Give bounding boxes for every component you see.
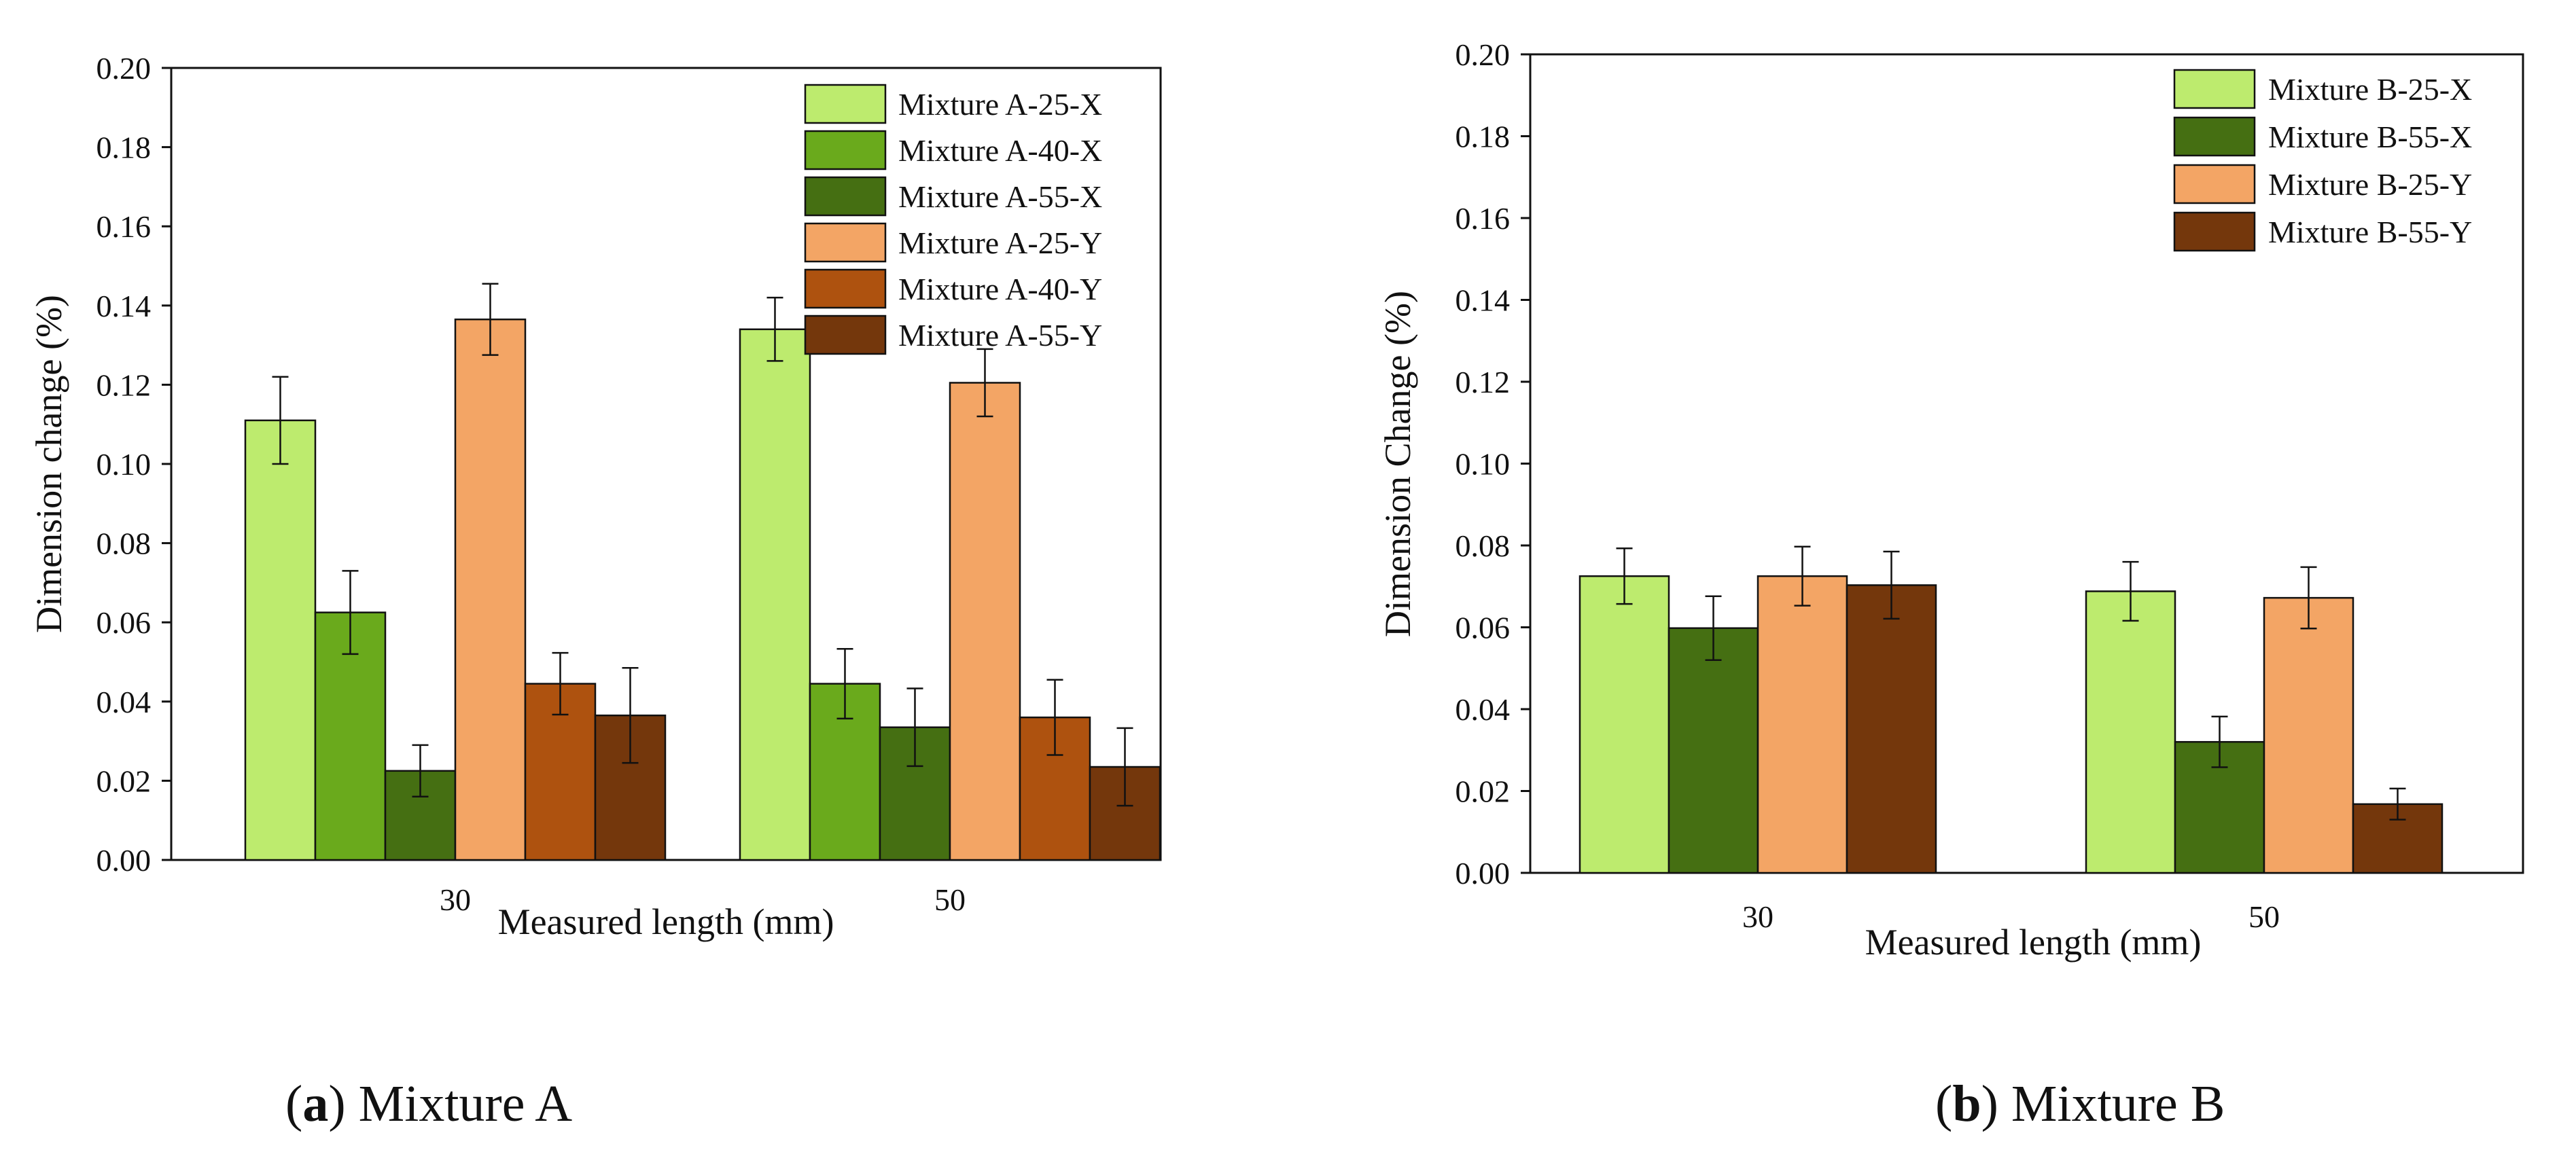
y-tick-label: 0.18 xyxy=(96,130,152,165)
caption-paren-close: ) xyxy=(1981,1075,2011,1132)
error-bar xyxy=(2122,560,2139,622)
caption-text: Mixture B xyxy=(2011,1075,2225,1132)
legend-label: Mixture B-55-X xyxy=(2268,120,2472,154)
y-tick-label: 0.02 xyxy=(96,763,152,798)
error-bar xyxy=(1046,679,1063,756)
caption-paren-close: ) xyxy=(328,1075,358,1132)
bar-mixture-b-55-x-30 xyxy=(1668,627,1759,874)
y-tick-label: 0.06 xyxy=(1455,611,1511,645)
error-bar xyxy=(272,376,289,465)
y-tick-label: 0.02 xyxy=(1455,774,1511,809)
error-bar xyxy=(1883,550,1900,620)
y-axis-title: Dimension change (%) xyxy=(29,295,69,633)
y-tick-label: 0.16 xyxy=(1455,201,1511,236)
caption-text: Mixture A xyxy=(359,1075,573,1132)
bar-mixture-b-55-y-30 xyxy=(1846,584,1937,874)
y-tick-label: 0.20 xyxy=(1455,37,1511,72)
caption-paren-open: ( xyxy=(285,1075,302,1132)
y-tick-label: 0.06 xyxy=(96,605,152,640)
legend: Mixture A-25-X Mixture A-40-X Mixture A-55… xyxy=(804,84,1102,355)
bar-mixture-b-25-y-30 xyxy=(1757,575,1848,874)
y-tick-label: 0.00 xyxy=(96,843,152,878)
legend-swatch xyxy=(2173,69,2256,109)
figure-caption: (b) Mixture B xyxy=(1935,1075,2225,1132)
legend-label: Mixture A-55-X xyxy=(898,179,1102,214)
y-tick-label: 0.16 xyxy=(96,209,152,244)
x-axis-title: Measured length (mm) xyxy=(498,901,834,942)
bar-mixture-a-25-x-50 xyxy=(739,328,811,861)
legend-label: Mixture A-40-Y xyxy=(898,272,1102,306)
y-tick-label: 0.12 xyxy=(96,367,152,402)
bar-mixture-a-25-y-50 xyxy=(949,382,1021,861)
x-axis-title: Measured length (mm) xyxy=(1865,922,2202,963)
x-tick-label: 30 xyxy=(1742,899,1774,934)
error-bar xyxy=(1116,727,1133,807)
legend-swatch xyxy=(804,176,887,217)
error-bar xyxy=(1616,547,1633,605)
y-axis-title: Dimension Change (%) xyxy=(1377,291,1418,637)
legend-swatch xyxy=(2173,116,2256,157)
y-tick-label: 0.20 xyxy=(96,51,152,86)
error-bar xyxy=(906,687,923,768)
error-bar xyxy=(1705,595,1722,661)
y-tick-label: 0.04 xyxy=(1455,692,1511,727)
error-bar xyxy=(482,283,499,356)
legend-label: Mixture B-55-Y xyxy=(2268,215,2472,249)
error-bar xyxy=(342,570,359,655)
bar-mixture-b-25-x-50 xyxy=(2085,590,2176,874)
y-tick-label: 0.14 xyxy=(96,289,152,323)
y-tick-label: 0.12 xyxy=(1455,365,1511,399)
error-bar xyxy=(836,648,853,720)
y-tick-label: 0.10 xyxy=(96,447,152,482)
y-tick-label: 0.08 xyxy=(96,526,152,561)
error-bar xyxy=(2211,715,2228,768)
error-bar xyxy=(412,744,429,797)
legend-swatch xyxy=(804,84,887,124)
bar-mixture-a-25-y-30 xyxy=(454,318,527,861)
error-bar xyxy=(766,296,783,362)
legend-label: Mixture A-55-Y xyxy=(898,318,1102,353)
chart-mixture-a: 0.00 0.02 0.04 0.06 0.08 0.10 0.12 0.14 0.16 0.18… xyxy=(29,51,1162,1132)
y-tick-label: 0.10 xyxy=(1455,447,1511,482)
legend-label: Mixture B-25-X xyxy=(2268,72,2472,107)
error-bar xyxy=(552,651,569,716)
y-tick-label: 0.18 xyxy=(1455,120,1511,154)
error-bar xyxy=(622,666,639,764)
legend-swatch xyxy=(804,315,887,355)
legend: Mixture B-25-X Mixture B-55-X Mixture B-25… xyxy=(2173,69,2472,252)
error-bar xyxy=(2389,787,2406,821)
caption-letter: b xyxy=(1952,1075,1981,1132)
bar-mixture-b-25-y-50 xyxy=(2263,596,2354,874)
legend-swatch xyxy=(2173,164,2256,204)
bar-mixture-a-55-x-50 xyxy=(879,726,951,861)
legend-label: Mixture A-40-X xyxy=(898,133,1102,168)
caption-paren-open: ( xyxy=(1935,1075,1952,1132)
legend-swatch xyxy=(804,268,887,309)
error-bar xyxy=(1794,545,1811,607)
legend-label: Mixture A-25-Y xyxy=(898,226,1102,260)
y-tick-label: 0.14 xyxy=(1455,283,1511,318)
legend-swatch xyxy=(2173,211,2256,252)
y-tick-label: 0.00 xyxy=(1455,856,1511,891)
bar-mixture-b-25-x-30 xyxy=(1578,575,1670,874)
legend-swatch xyxy=(804,222,887,263)
x-tick-label: 50 xyxy=(934,882,966,917)
legend-label: Mixture A-25-X xyxy=(898,87,1102,122)
error-bar xyxy=(2300,566,2317,630)
x-tick-label: 50 xyxy=(2248,899,2280,934)
bar-mixture-a-25-x-30 xyxy=(244,419,317,861)
caption-letter: a xyxy=(302,1075,328,1132)
legend-swatch xyxy=(804,130,887,170)
error-bar xyxy=(976,348,993,418)
figure-caption: (a) Mixture A xyxy=(285,1075,572,1132)
x-tick-label: 30 xyxy=(440,882,471,917)
y-tick-label: 0.04 xyxy=(96,685,152,719)
legend-label: Mixture B-25-Y xyxy=(2268,167,2472,202)
y-tick-label: 0.08 xyxy=(1455,528,1511,563)
chart-mixture-b: 0.00 0.02 0.04 0.06 0.08 0.10 0.12 0.14 0.16 0.18… xyxy=(1377,37,2524,1132)
